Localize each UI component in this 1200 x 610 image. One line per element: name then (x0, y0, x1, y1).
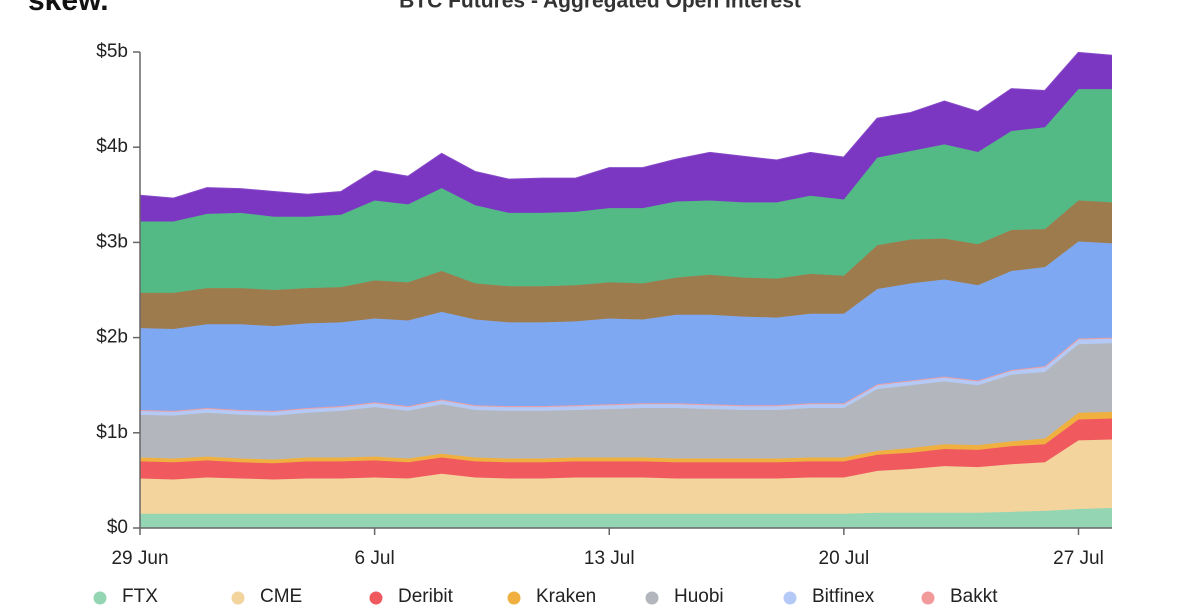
legend-marker (921, 591, 935, 605)
legend-marker (645, 591, 659, 605)
y-tick-label: $1b (96, 422, 128, 443)
legend-marker (783, 591, 797, 605)
legend-marker (507, 591, 521, 605)
y-tick-label: $4b (96, 136, 128, 157)
area (140, 418, 1112, 480)
legend-marker (369, 591, 383, 605)
x-tick-label: 29 Jun (111, 548, 168, 569)
area (140, 241, 1112, 411)
area-edge (139, 51, 1113, 200)
y-tick-label: $0 (107, 517, 128, 538)
area (140, 52, 1112, 222)
legend-label: FTX (122, 586, 158, 607)
legend-label: Kraken (536, 586, 596, 607)
legend-label: Bakkt (950, 586, 998, 607)
chart-title: BTC Futures - Aggregated Open Interest (399, 0, 801, 13)
area (140, 343, 1112, 460)
y-tick-label: $5b (96, 41, 128, 62)
x-tick-label: 20 Jul (819, 548, 870, 569)
legend-label: CME (260, 586, 302, 607)
area (140, 89, 1112, 293)
legend-marker (93, 591, 107, 605)
legend-label: Bitfinex (812, 586, 875, 607)
area (140, 508, 1112, 528)
y-tick-label: $2b (96, 327, 128, 348)
logo: skew. (28, 0, 109, 17)
x-tick-label: 13 Jul (584, 548, 635, 569)
area (140, 200, 1112, 330)
x-tick-label: 6 Jul (355, 548, 395, 569)
legend-marker (231, 591, 245, 605)
legend-label: Deribit (398, 586, 454, 607)
y-tick-label: $3b (96, 231, 128, 252)
x-tick-label: 27 Jul (1053, 548, 1104, 569)
legend-label: Huobi (674, 586, 724, 607)
area (140, 439, 1112, 514)
